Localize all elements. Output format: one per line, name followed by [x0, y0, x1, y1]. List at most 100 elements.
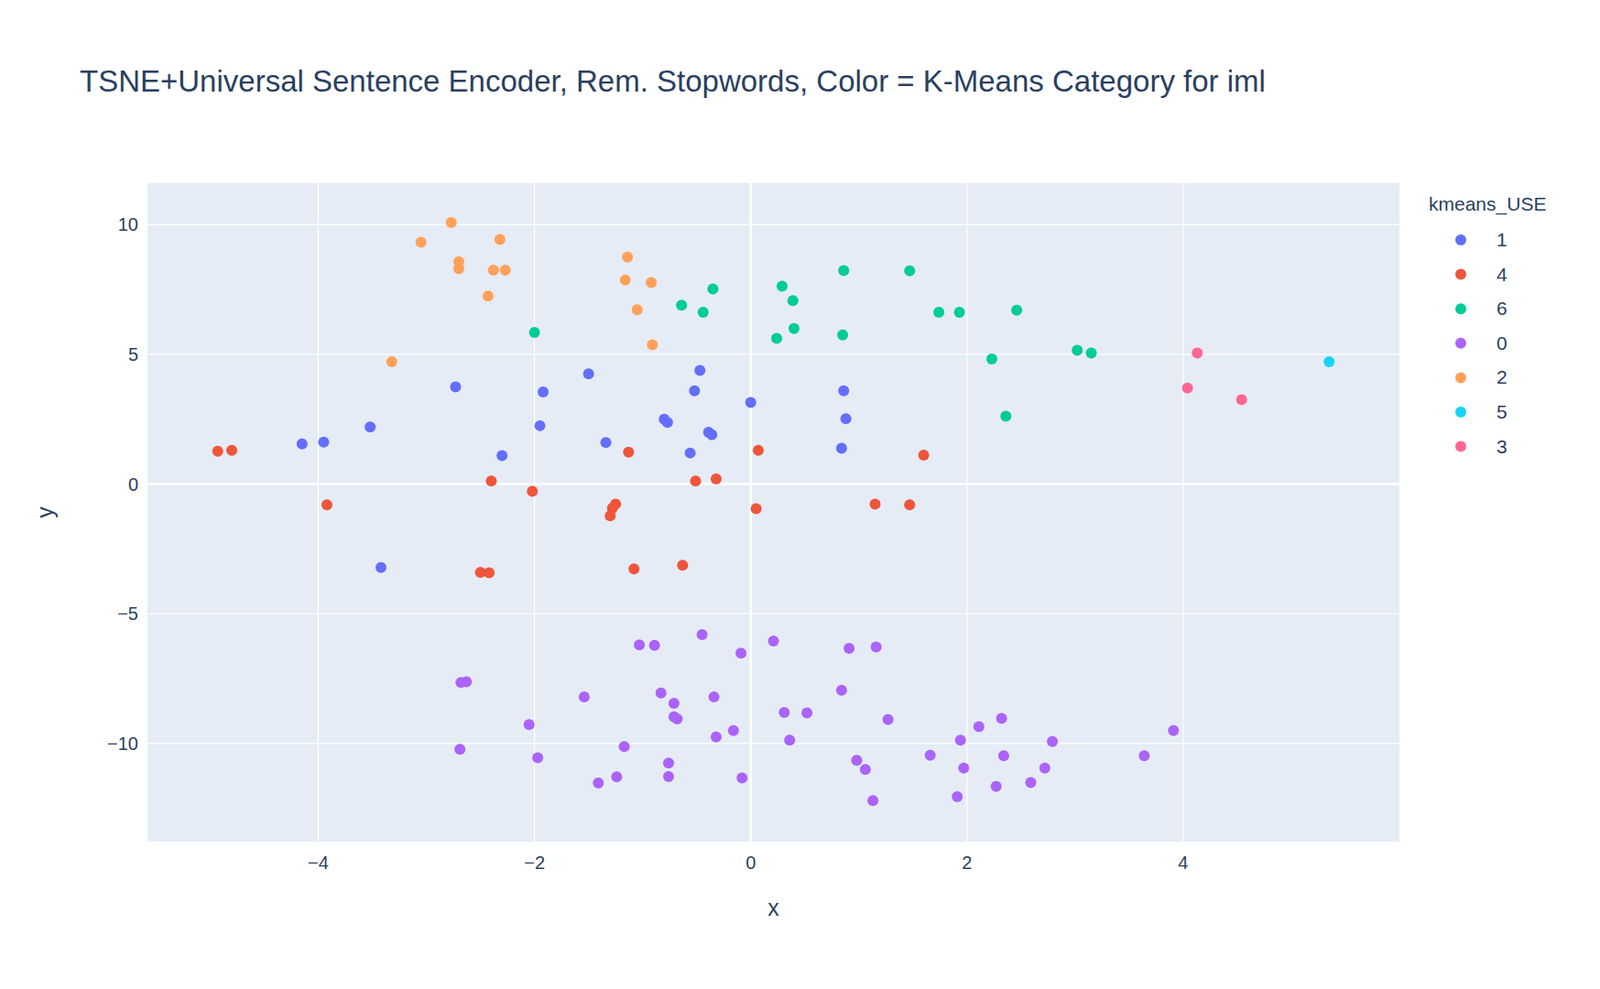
points	[212, 217, 1336, 806]
point	[494, 233, 506, 245]
point	[752, 445, 764, 457]
point	[768, 635, 780, 647]
point	[364, 421, 376, 433]
point	[1039, 762, 1051, 774]
point	[619, 740, 631, 752]
point	[663, 771, 675, 783]
point	[449, 380, 461, 392]
point	[488, 264, 500, 276]
y-tick-label: 5	[128, 344, 139, 365]
x-tick-label: 2	[961, 852, 972, 873]
legend-marker	[1455, 234, 1467, 246]
point	[783, 734, 795, 746]
point	[951, 791, 963, 803]
y-grid-line	[147, 742, 1400, 744]
x-tick-label: −2	[523, 852, 545, 873]
x-grid-line	[749, 183, 752, 842]
point	[610, 771, 622, 783]
point	[375, 562, 387, 574]
y-grid-line	[147, 353, 1400, 355]
point	[957, 762, 969, 774]
point	[1011, 304, 1023, 316]
point	[621, 251, 633, 263]
point	[837, 329, 849, 341]
point	[631, 304, 643, 316]
y-grid-line	[147, 224, 1400, 226]
point	[454, 743, 466, 755]
point	[776, 280, 788, 292]
point	[973, 721, 985, 733]
point	[460, 675, 472, 687]
point	[697, 306, 709, 318]
point	[485, 475, 497, 487]
point	[707, 283, 719, 295]
chart: −4−2024−10−50510TSNE+Universal Sentence …	[0, 0, 1600, 989]
point	[646, 338, 658, 350]
point	[537, 386, 549, 398]
point	[708, 691, 720, 703]
point	[663, 757, 675, 769]
point	[1086, 348, 1098, 360]
point	[736, 772, 748, 784]
point	[534, 420, 546, 432]
point	[482, 290, 494, 302]
legend-marker	[1455, 303, 1467, 315]
x-grid-line	[1182, 183, 1184, 842]
point	[592, 777, 604, 789]
series	[454, 629, 1179, 806]
legend-label: 3	[1496, 435, 1508, 458]
legend-label: 1	[1496, 228, 1508, 251]
point	[788, 323, 800, 335]
point	[453, 262, 465, 274]
series	[1182, 348, 1248, 406]
series	[529, 264, 1098, 422]
point	[446, 217, 458, 229]
y-tick-label: 10	[118, 214, 139, 235]
series	[1323, 356, 1335, 368]
point	[662, 416, 674, 428]
point	[690, 475, 702, 487]
point	[903, 499, 915, 511]
point	[649, 640, 661, 652]
point	[933, 306, 945, 318]
legend-marker	[1455, 337, 1467, 349]
point	[850, 754, 862, 766]
point	[1071, 344, 1083, 356]
point	[1000, 410, 1012, 422]
point	[633, 639, 645, 651]
point	[483, 567, 495, 579]
point	[838, 264, 849, 276]
x-tick-label: 4	[1177, 852, 1188, 873]
x-tick-label: 0	[745, 852, 756, 873]
point	[903, 265, 915, 277]
series	[386, 217, 658, 368]
y-grid-line	[147, 482, 1400, 486]
point	[212, 446, 224, 458]
legend-label: 5	[1496, 401, 1508, 423]
point	[526, 486, 538, 498]
point	[710, 731, 722, 743]
point	[226, 445, 238, 457]
point	[496, 449, 508, 461]
point	[1167, 725, 1179, 737]
point	[529, 326, 541, 338]
point	[869, 498, 881, 510]
point	[685, 447, 697, 459]
point	[600, 436, 612, 448]
y-axis-label: y	[32, 506, 58, 519]
point	[870, 642, 882, 654]
point	[990, 781, 1002, 793]
point	[838, 385, 849, 397]
point	[628, 563, 640, 575]
point	[655, 687, 667, 699]
point	[296, 438, 308, 450]
point	[840, 413, 852, 425]
point	[859, 763, 871, 775]
point	[1046, 736, 1058, 748]
legend-label: 2	[1496, 366, 1508, 388]
point	[996, 712, 1008, 724]
point	[787, 294, 799, 306]
x-tick-label: −4	[307, 852, 329, 873]
x-grid-line	[317, 183, 319, 842]
point	[771, 332, 783, 344]
